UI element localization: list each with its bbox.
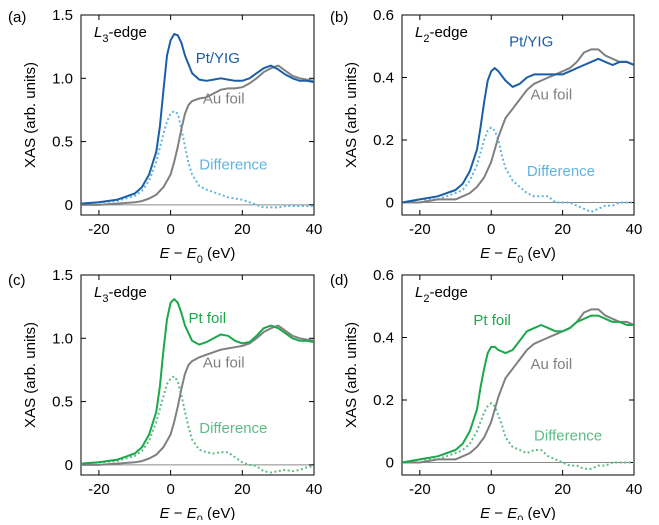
y-tick-label: 0.6 [373,267,394,284]
y-tick-label: 0 [65,197,73,214]
plot-frame [81,15,314,215]
plot-frame [402,275,634,475]
panel-a: (a) -20 0 20 40 0 0.5 1.0 1.5 XAS (arb. units) E −… [8,7,322,266]
x-axis-label: E − E0 (eV) [160,245,236,266]
difference-label: Difference [534,428,602,445]
y-axis-label: XAS (arb. units) [22,62,39,168]
au-foil-label: Au foil [530,86,572,103]
y-tick-label: 1.5 [52,267,73,284]
x-tick-label: 0 [166,221,174,238]
x-tick-label: 0 [487,481,495,498]
pt-foil-label: Pt foil [189,310,227,327]
au-foil-line [81,326,314,465]
y-axis-label: XAS (arb. units) [343,322,360,428]
x-tick-label: 40 [626,221,643,238]
difference-label: Difference [199,420,267,437]
panel-label: (d) [330,272,348,289]
y-tick-label: 0.2 [373,392,394,409]
y-tick-label: 1.0 [52,70,73,87]
y-tick-label: 1.5 [52,7,73,24]
difference-line [81,111,314,207]
x-tick-label: -20 [88,221,110,238]
y-tick-label: 0.4 [373,70,394,87]
y-axis-label: XAS (arb. units) [343,62,360,168]
au-foil-label: Au foil [203,354,245,371]
au-foil-label: Au foil [530,356,572,373]
x-tick-label: 0 [166,481,174,498]
x-tick-label: -20 [409,481,431,498]
edge-label: L3-edge [94,284,147,305]
y-tick-label: 0 [386,455,394,472]
panel-label: (b) [330,9,348,26]
x-tick-label: 0 [487,221,495,238]
pt-yig-label: Pt/YIG [509,33,553,50]
x-tick-label: 20 [234,481,251,498]
y-tick-label: 0 [65,457,73,474]
y-tick-label: 0.4 [373,330,394,347]
edge-label: L2-edge [415,24,468,45]
panel-c: (c) -20 0 20 40 0 0.5 1.0 1.5 XAS (arb. units) E −… [8,267,322,520]
y-tick-label: 0.2 [373,132,394,149]
edge-label: L2-edge [415,284,468,305]
difference-label: Difference [199,156,267,173]
pt-yig-line [402,59,634,203]
x-axis-label: E − E0 (eV) [160,505,236,520]
x-tick-label: 20 [554,481,571,498]
au-foil-line [402,49,634,202]
difference-label: Difference [527,163,595,180]
x-tick-label: 20 [234,221,251,238]
x-tick-label: 40 [306,481,323,498]
edge-label: L3-edge [94,24,147,45]
panel-d: (d) -20 0 20 40 0 0.2 0.4 0.6 XAS (arb. units) E −… [330,267,642,520]
y-tick-label: 0 [386,195,394,212]
panel-label: (a) [8,9,26,26]
difference-line [81,376,314,472]
x-tick-label: 40 [626,481,643,498]
y-tick-label: 0.5 [52,394,73,411]
au-foil-label: Au foil [203,91,245,108]
y-tick-label: 0.6 [373,7,394,24]
x-axis-label: E − E0 (eV) [480,245,556,266]
panel-label: (c) [8,272,26,289]
x-tick-label: -20 [409,221,431,238]
x-tick-label: 40 [306,221,323,238]
y-tick-label: 0.5 [52,134,73,151]
x-tick-label: -20 [88,481,110,498]
y-tick-label: 1.0 [52,330,73,347]
x-axis-label: E − E0 (eV) [480,505,556,520]
plot-frame [81,275,314,475]
x-tick-label: 20 [554,221,571,238]
pt-yig-label: Pt/YIG [196,50,240,67]
au-foil-line [81,66,314,205]
y-axis-label: XAS (arb. units) [22,322,39,428]
panel-b: (b) -20 0 20 40 0 0.2 0.4 0.6 XAS (arb. units) E −… [330,7,642,266]
pt-foil-label: Pt foil [473,312,511,329]
